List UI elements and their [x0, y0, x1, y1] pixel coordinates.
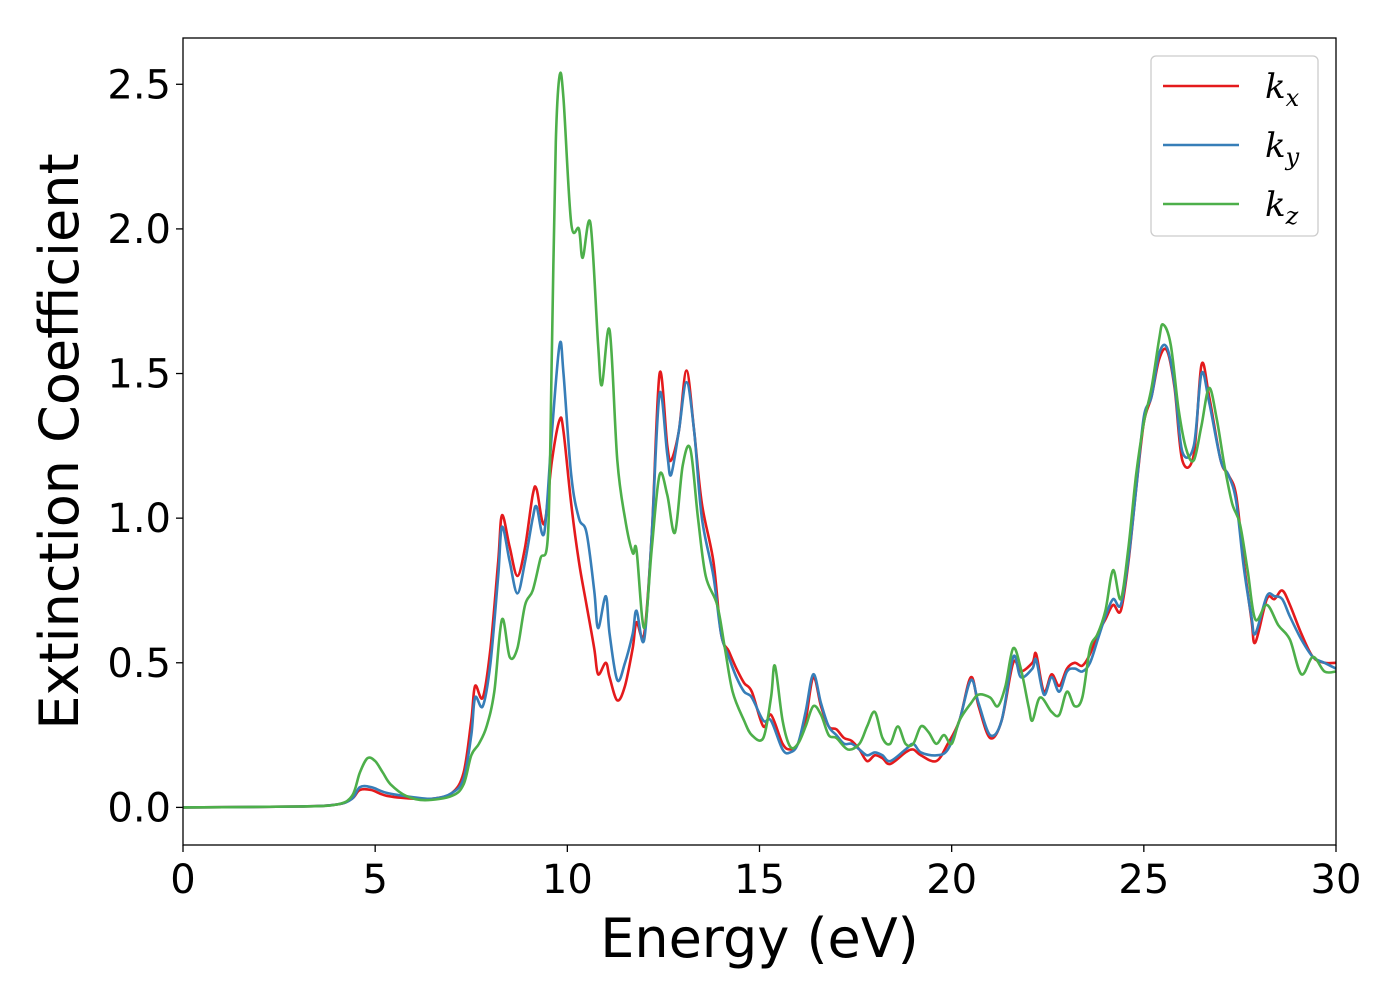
y-tick-label: 0.5 — [107, 641, 171, 687]
y-axis-label: Extinction Coefficient — [28, 153, 91, 729]
series-line-kz — [183, 71, 1336, 809]
x-tick-label: 10 — [542, 857, 593, 903]
legend: kx ky kz — [1150, 55, 1319, 237]
series-layer — [183, 71, 1336, 809]
y-tick-label: 0.0 — [107, 785, 171, 831]
x-tick-label: 30 — [1311, 857, 1362, 903]
legend-label-kz: kz — [1265, 185, 1299, 230]
tick-layer: 0 5 10 15 20 25 30 0.0 0.5 1.0 1.5 2.0 2.5 — [107, 62, 1361, 903]
series-line-ky — [183, 340, 1336, 809]
x-tick-label: 5 — [362, 857, 387, 903]
x-axis-label: Energy (eV) — [600, 907, 919, 970]
x-tick-label: 15 — [734, 857, 785, 903]
x-tick-label: 0 — [170, 857, 195, 903]
legend-label-ky: ky — [1265, 126, 1300, 171]
y-tick-label: 1.0 — [107, 496, 171, 542]
series-line-kx — [183, 347, 1336, 809]
x-tick-label: 20 — [926, 857, 977, 903]
y-tick-label: 1.5 — [107, 352, 171, 398]
legend-label-kx: kx — [1265, 67, 1300, 112]
y-tick-label: 2.0 — [107, 207, 171, 253]
y-tick-label: 2.5 — [107, 62, 171, 108]
x-tick-label: 25 — [1118, 857, 1169, 903]
